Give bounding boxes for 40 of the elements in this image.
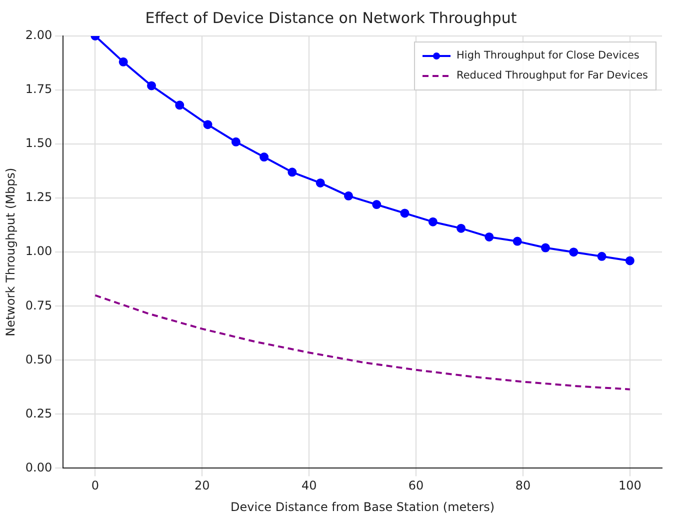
point — [597, 252, 606, 261]
point — [175, 100, 184, 110]
point — [147, 81, 156, 90]
x-tick-label: 20 — [194, 478, 210, 493]
point — [625, 256, 634, 266]
y-tick-label: 1.50 — [25, 136, 52, 150]
x-tick-label: 60 — [408, 478, 424, 493]
point — [428, 217, 438, 226]
point — [260, 152, 269, 162]
y-tick-label: 1.00 — [25, 244, 52, 258]
legend-label: Reduced Throughput for Far Devices — [456, 70, 648, 82]
chart-title: Effect of Device Distance on Network Throughput — [145, 8, 517, 27]
y-tick-label: 0.75 — [25, 298, 52, 312]
y-tick-label: 0.50 — [25, 352, 52, 366]
y-tick-label: 0.00 — [25, 460, 52, 474]
point — [372, 200, 382, 210]
y-tick-label: 2.00 — [25, 28, 52, 42]
line-series — [94, 294, 631, 390]
point — [569, 248, 578, 257]
y-tick-label: 1.75 — [25, 82, 52, 96]
point — [344, 191, 353, 200]
legend-label: High Throughput for Close Devices — [456, 50, 640, 62]
y-tick-label: 0.25 — [25, 406, 52, 420]
point — [540, 243, 550, 252]
point — [484, 232, 494, 242]
x-tick-label: 40 — [301, 478, 317, 493]
point — [512, 236, 522, 246]
x-axis-title: Device Distance from Base Station (meters) — [230, 500, 495, 514]
point — [456, 224, 466, 233]
x-tick-label: 80 — [515, 478, 531, 493]
x-tick-label: 0 — [91, 478, 100, 493]
y-axis-title: Network Throughput (Mbps) — [3, 168, 18, 336]
point — [400, 208, 410, 218]
x-tick-label: 100 — [618, 478, 642, 493]
point — [288, 168, 297, 177]
point — [118, 57, 128, 66]
y-tick-label: 1.25 — [25, 190, 52, 204]
point — [203, 120, 212, 130]
point — [316, 178, 325, 188]
point — [231, 137, 240, 146]
